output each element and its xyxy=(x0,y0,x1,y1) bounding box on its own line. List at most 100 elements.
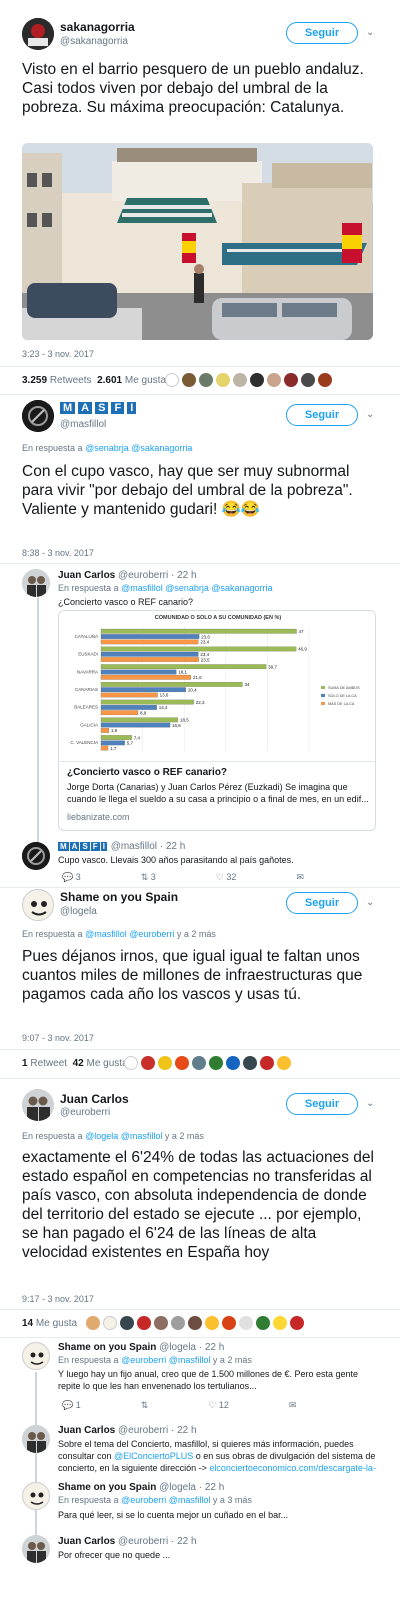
user-name[interactable]: M A S F I xyxy=(60,402,137,414)
reply-handles[interactable]: @masfillol @euroberri xyxy=(85,929,175,939)
liker-avatar[interactable] xyxy=(137,1316,151,1330)
user-handle[interactable]: @sakanagorria xyxy=(60,36,128,47)
liker-avatar[interactable] xyxy=(216,373,230,387)
retweet-button[interactable]: ⇅ 3 xyxy=(140,872,156,882)
avatar[interactable] xyxy=(22,1535,50,1563)
mention-link[interactable]: @ElConciertoPLUS xyxy=(114,1451,194,1461)
liker-avatar[interactable] xyxy=(124,1056,138,1070)
reply-author[interactable]: Juan Carlos xyxy=(58,1425,116,1436)
retweet-button[interactable]: ⇅ xyxy=(140,1400,149,1410)
liker-avatar[interactable] xyxy=(243,1056,257,1070)
user-handle[interactable]: @masfillol xyxy=(60,419,107,430)
liker-avatar[interactable] xyxy=(182,373,196,387)
retweets-count[interactable]: 1 xyxy=(22,1058,28,1069)
liker-avatar[interactable] xyxy=(239,1316,253,1330)
user-name[interactable]: Juan Carlos xyxy=(60,1092,129,1106)
liker-avatar[interactable] xyxy=(86,1316,100,1330)
avatar[interactable] xyxy=(22,889,54,921)
reply-meta[interactable]: @euroberri · 22 h xyxy=(118,1425,197,1436)
like-button[interactable]: ♡ 12 xyxy=(208,1400,229,1410)
reply-user-name[interactable]: Shame on you Spain @logela · 22 h xyxy=(58,1482,224,1493)
liker-avatar[interactable] xyxy=(301,373,315,387)
reply-user-name[interactable]: Juan Carlos @euroberri · 22 h xyxy=(58,1536,197,1547)
like-button[interactable]: ♡ 32 xyxy=(215,872,237,882)
reply-handles[interactable]: @masfillol @senabrja @sakanagorria xyxy=(121,583,273,593)
liker-avatar[interactable] xyxy=(284,373,298,387)
likes-label[interactable]: Me gusta xyxy=(35,1318,78,1329)
reply-meta[interactable]: @masfillol · 22 h xyxy=(110,841,186,852)
avatar[interactable] xyxy=(22,1482,50,1510)
liker-avatar[interactable] xyxy=(318,373,332,387)
liker-avatar[interactable] xyxy=(103,1316,117,1330)
user-name[interactable]: Shame on you Spain xyxy=(60,890,179,904)
link-card[interactable]: COMUNIDAD O SOLO A SU COMUNIDAD (EN %) C… xyxy=(58,610,376,831)
reply-button[interactable]: 💬 1 xyxy=(62,1400,81,1410)
reply-user-name[interactable]: Juan Carlos @euroberri · 22 h xyxy=(58,570,197,581)
reply-user-name[interactable]: Shame on you Spain @logela · 22 h xyxy=(58,1342,224,1353)
retweets-label[interactable]: Retweet xyxy=(30,1058,68,1069)
liker-avatar[interactable] xyxy=(141,1056,155,1070)
chevron-down-icon[interactable]: ⌄ xyxy=(366,27,375,38)
reply-author[interactable]: Shame on you Spain xyxy=(58,1482,157,1493)
liker-avatar[interactable] xyxy=(188,1316,202,1330)
liker-avatar[interactable] xyxy=(175,1056,189,1070)
reply-suffix[interactable]: y a 2 más xyxy=(164,1131,204,1141)
follow-button[interactable]: Seguir xyxy=(286,1093,358,1115)
timestamp[interactable]: 9:07 - 3 nov. 2017 xyxy=(22,1033,94,1043)
reply-meta[interactable]: @euroberri · 22 h xyxy=(118,570,197,581)
timestamp[interactable]: 8:38 - 3 nov. 2017 xyxy=(22,548,94,558)
timestamp[interactable]: 9:17 - 3 nov. 2017 xyxy=(22,1294,94,1304)
likes-count[interactable]: 14 xyxy=(22,1318,34,1329)
liker-avatar[interactable] xyxy=(120,1316,134,1330)
avatar[interactable] xyxy=(22,1342,50,1370)
reply-handles[interactable]: @euroberri @masfillol xyxy=(121,1355,211,1365)
avatar[interactable] xyxy=(22,569,50,597)
liker-avatar[interactable] xyxy=(260,1056,274,1070)
reply-author[interactable]: Shame on you Spain xyxy=(58,1342,157,1353)
chevron-down-icon[interactable]: ⌄ xyxy=(366,409,375,420)
liker-avatar[interactable] xyxy=(209,1056,223,1070)
reply-author[interactable]: Juan Carlos xyxy=(58,570,116,581)
chevron-down-icon[interactable]: ⌄ xyxy=(366,897,375,908)
avatar[interactable] xyxy=(22,1425,50,1453)
reply-meta[interactable]: @logela · 22 h xyxy=(159,1482,225,1493)
user-handle[interactable]: @euroberri xyxy=(60,1107,111,1118)
reply-meta[interactable]: @euroberri · 22 h xyxy=(118,1536,197,1547)
likes-count[interactable]: 42 xyxy=(72,1058,84,1069)
url-link[interactable]: elconciertoeconomico.com/descargate-la- xyxy=(209,1463,376,1473)
reply-suffix[interactable]: y a 2 más xyxy=(212,1355,252,1365)
liker-avatar[interactable] xyxy=(226,1056,240,1070)
likes-count[interactable]: 2.601 xyxy=(97,375,123,386)
dm-icon[interactable]: ✉ xyxy=(296,872,304,882)
avatar[interactable] xyxy=(22,18,54,50)
liker-avatar[interactable] xyxy=(199,373,213,387)
likes-label[interactable]: Me gusta xyxy=(86,1058,128,1069)
retweets-count[interactable]: 3.259 xyxy=(22,375,48,386)
dm-icon[interactable]: ✉ xyxy=(288,1400,297,1410)
liker-avatar[interactable] xyxy=(273,1316,287,1330)
liker-avatar[interactable] xyxy=(192,1056,206,1070)
reply-suffix[interactable]: y a 2 más xyxy=(176,929,216,939)
user-handle[interactable]: @logela xyxy=(60,906,97,917)
retweets-label[interactable]: Retweets xyxy=(49,375,92,386)
follow-button[interactable]: Seguir xyxy=(286,22,358,44)
tweet-photo[interactable] xyxy=(22,143,373,340)
reply-author[interactable]: Juan Carlos xyxy=(58,1536,116,1547)
avatar[interactable] xyxy=(22,1089,54,1121)
avatar[interactable] xyxy=(22,400,54,432)
liker-avatar[interactable] xyxy=(165,373,179,387)
reply-suffix[interactable]: y a 3 más xyxy=(212,1495,252,1505)
reply-meta[interactable]: @logela · 22 h xyxy=(159,1342,225,1353)
follow-button[interactable]: Seguir xyxy=(286,892,358,914)
chevron-down-icon[interactable]: ⌄ xyxy=(366,1098,375,1109)
avatar[interactable] xyxy=(22,842,50,870)
liker-avatar[interactable] xyxy=(250,373,264,387)
reply-handles[interactable]: @senabrja @sakanagorria xyxy=(85,443,193,453)
liker-avatar[interactable] xyxy=(277,1056,291,1070)
liker-avatar[interactable] xyxy=(158,1056,172,1070)
liker-avatar[interactable] xyxy=(233,373,247,387)
liker-avatar[interactable] xyxy=(171,1316,185,1330)
follow-button[interactable]: Seguir xyxy=(286,404,358,426)
liker-avatar[interactable] xyxy=(290,1316,304,1330)
